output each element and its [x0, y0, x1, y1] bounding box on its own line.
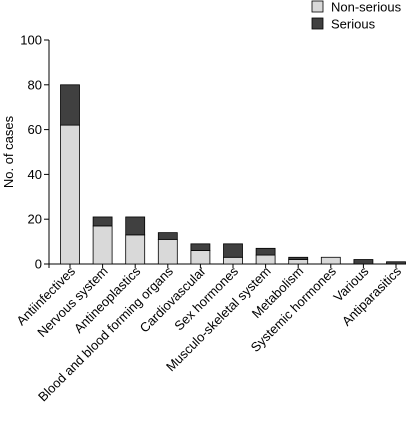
legend-swatch: [311, 17, 324, 30]
y-tick-label: 20: [28, 212, 42, 227]
bar-segment-non-serious: [255, 254, 276, 265]
y-tick-label: 100: [20, 33, 42, 48]
bar-segment-serious: [92, 216, 113, 227]
y-tick-label: 40: [28, 167, 42, 182]
legend-label: Serious: [331, 17, 376, 32]
bar-segment-serious: [125, 216, 146, 236]
y-tick-label: 80: [28, 77, 42, 92]
bar-segment-non-serious: [125, 234, 146, 265]
y-axis-label: No. of cases: [1, 115, 16, 188]
bar-segment-serious: [255, 247, 276, 256]
bar-segment-serious: [157, 232, 178, 240]
y-tick-label: 0: [35, 257, 42, 272]
bar-segment-serious: [60, 84, 80, 126]
bar-segment-non-serious: [60, 124, 80, 265]
bar-segment-non-serious: [288, 259, 309, 265]
legend-label: Non-serious: [331, 0, 402, 15]
bar-segment-serious: [353, 259, 374, 265]
bar-segment-non-serious: [190, 250, 211, 265]
bar-segment-serious: [288, 256, 309, 260]
bar-segment-serious: [386, 261, 406, 265]
bar-segment-non-serious: [92, 225, 113, 265]
bar-segment-non-serious: [320, 256, 341, 265]
bar-segment-serious: [190, 243, 211, 251]
bar-segment-non-serious: [223, 256, 243, 265]
bar-segment-non-serious: [157, 238, 178, 265]
legend: Non-serious Serious: [311, 0, 402, 32]
bars-layer: [60, 84, 406, 265]
y-tick-label: 60: [28, 122, 42, 137]
bar-segment-serious: [223, 243, 243, 258]
legend-swatch: [311, 0, 324, 13]
